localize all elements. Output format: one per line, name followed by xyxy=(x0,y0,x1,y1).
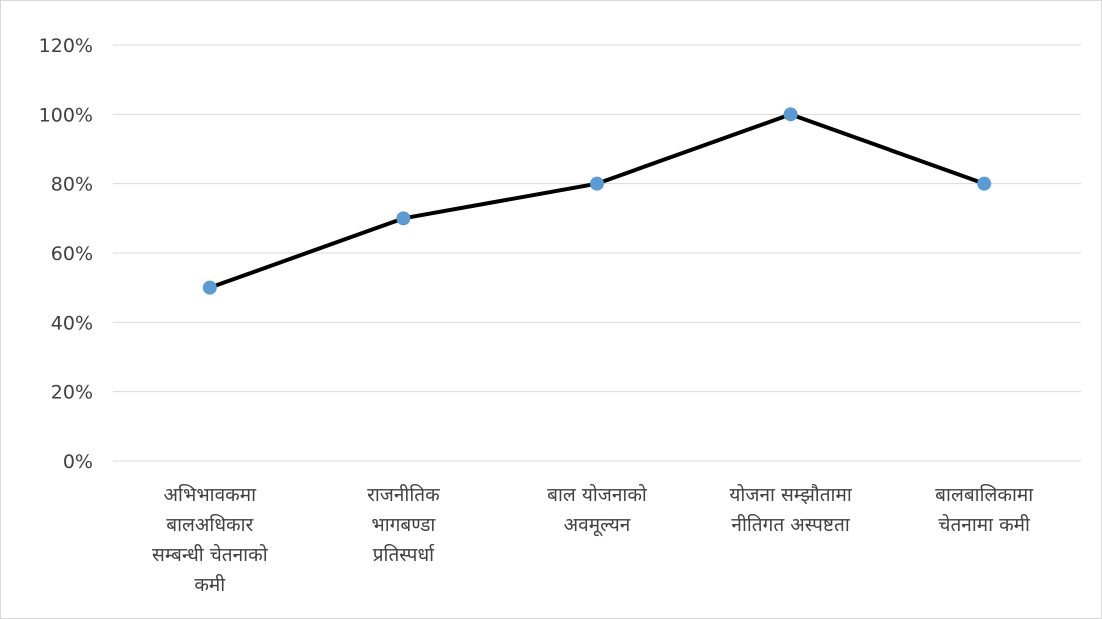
category-label-line: सम्बन्धी चेतनाको xyxy=(152,543,269,566)
data-point-marker xyxy=(783,107,798,122)
x-category-label: योजना सम्झौतामा नीतिगत अस्पष्टता xyxy=(729,483,852,536)
category-label-line: बाल योजनाको xyxy=(547,483,648,506)
category-label-line: प्रतिस्पर्धा xyxy=(373,543,435,566)
data-point-marker xyxy=(396,211,411,226)
category-label-line: बालअधिकार xyxy=(166,513,254,536)
y-tick-label: 20% xyxy=(51,382,93,404)
y-axis-tick-labels: 0% 20% 40% 60% 80% 100% 120% xyxy=(39,35,93,473)
y-tick-label: 100% xyxy=(39,104,93,126)
y-tick-label: 0% xyxy=(63,451,93,473)
category-label-line: बालबालिकामा xyxy=(935,483,1034,506)
x-category-label: अभिभावकमा बालअधिकार सम्बन्धी चेतनाको कमी xyxy=(152,483,269,596)
gridlines xyxy=(113,44,1081,462)
category-label-line: राजनीतिक xyxy=(367,483,440,506)
series-group xyxy=(202,107,992,295)
category-label-line: चेतनामा कमी xyxy=(938,513,1031,536)
y-tick-label: 120% xyxy=(39,35,93,57)
series-line xyxy=(209,112,985,290)
x-category-label: राजनीतिक भागबण्डा प्रतिस्पर्धा xyxy=(367,483,440,566)
y-tick-label: 60% xyxy=(51,243,93,265)
x-category-label: बालबालिकामा चेतनामा कमी xyxy=(935,483,1034,536)
category-label-line: भागबण्डा xyxy=(371,514,436,536)
category-label-line: कमी xyxy=(194,573,226,596)
x-category-label: बाल योजनाको अवमूल्यन xyxy=(547,483,648,537)
x-axis-category-labels: अभिभावकमा बालअधिकार सम्बन्धी चेतनाको कमी राज… xyxy=(152,483,1034,596)
y-tick-label: 80% xyxy=(51,174,93,196)
data-point-marker xyxy=(590,176,604,191)
category-label-line: अभिभावकमा xyxy=(164,483,258,506)
category-label-line: अवमूल्यन xyxy=(564,514,631,537)
data-point-marker xyxy=(977,176,992,191)
category-label-line: नीतिगत अस्पष्टता xyxy=(731,513,850,536)
category-label-line: योजना सम्झौतामा xyxy=(729,483,852,506)
data-point-marker xyxy=(202,280,217,295)
y-tick-label: 40% xyxy=(51,312,93,334)
